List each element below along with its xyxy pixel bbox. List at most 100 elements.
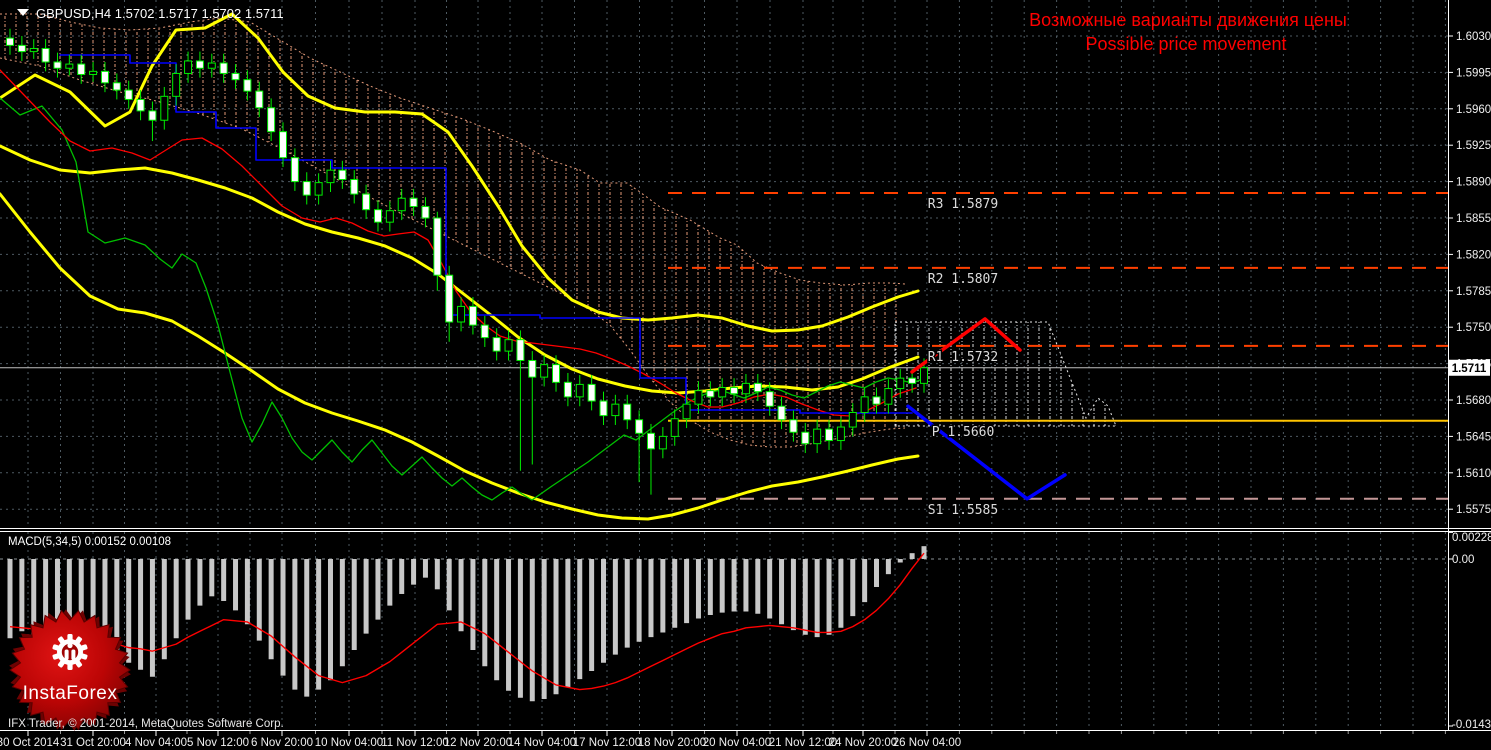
candle (326, 160, 335, 192)
time-tick-label: 14 Nov 04:00 (508, 737, 576, 749)
candle (160, 86, 169, 130)
candle (41, 39, 50, 72)
candle (658, 427, 667, 459)
candle (89, 62, 98, 82)
green-envelope (0, 97, 921, 501)
ichimoku-cloud (0, 13, 906, 448)
price-tick: 1.6030 (1456, 31, 1491, 43)
bullish-projection-line[interactable] (910, 317, 1022, 374)
price-tick: 1.5960 (1456, 104, 1491, 116)
price-tick: 1.5890 (1456, 177, 1491, 189)
copyright: IFX Trader, © 2001-2014, MetaQuotes Soft… (8, 718, 284, 730)
candle (813, 419, 822, 454)
candle (350, 170, 359, 204)
candle (848, 403, 857, 437)
time-tick-label: 26 Nov 04:00 (893, 737, 961, 749)
price-tick: 1.5575 (1456, 504, 1491, 516)
time-tick-label: 30 Oct 2014 (0, 737, 60, 749)
candle (243, 70, 252, 101)
candle (563, 372, 572, 407)
candle (314, 173, 323, 205)
candle (599, 391, 608, 425)
band-middle (0, 144, 920, 395)
candle (492, 328, 501, 361)
price-tick: 1.5855 (1456, 213, 1491, 225)
chart-title-bar: GBPUSD,H4 1.5702 1.5717 1.5702 1.5711 (17, 6, 284, 21)
candle (397, 188, 406, 221)
candle (789, 410, 798, 442)
bearish-projection-line[interactable] (906, 404, 1067, 501)
price-tick: 1.5610 (1456, 468, 1491, 480)
candle (124, 80, 133, 109)
brand-name: InstaForex (23, 683, 118, 704)
candle (516, 330, 525, 471)
candle (575, 375, 584, 407)
price-tick: 1.5750 (1456, 322, 1491, 334)
annotation-line1: Возможные варианты движения цены (1029, 10, 1347, 30)
candle (29, 39, 38, 59)
instaforex-badge: InstaForex (9, 609, 131, 731)
candle (184, 51, 193, 83)
candle (646, 423, 655, 495)
candle (53, 52, 62, 78)
time-tick-label: 17 Nov 12:00 (573, 737, 641, 749)
candle (17, 36, 26, 61)
candle (730, 378, 739, 404)
macd-tick: -0.01432 (1452, 719, 1491, 731)
candle (635, 410, 644, 483)
candle (100, 62, 109, 93)
candle (219, 53, 228, 83)
candle (860, 387, 869, 422)
candle (195, 51, 204, 78)
band-upper (0, 12, 920, 333)
candle (504, 330, 513, 361)
candle (872, 387, 881, 414)
pivot-label-R2: R2 1.5807 (928, 272, 998, 287)
time-tick-label: 18 Nov 20:00 (638, 737, 706, 749)
candle (540, 355, 549, 387)
candle (718, 378, 727, 407)
price-tick: 1.5785 (1456, 286, 1491, 298)
candle (765, 382, 774, 416)
time-tick-label: 24 Nov 20:00 (829, 737, 897, 749)
candle (694, 381, 703, 414)
candle (409, 188, 418, 216)
candlesticks (6, 28, 928, 495)
pivot-label-P: P 1.5660 (932, 425, 995, 440)
time-tick-label: 21 Nov 12:00 (769, 737, 837, 749)
price-tick: 1.5995 (1456, 67, 1491, 79)
candle (112, 73, 121, 100)
candle (136, 90, 145, 121)
pivot-label-S1: S1 1.5585 (928, 503, 998, 518)
price-tick: 1.5925 (1456, 140, 1491, 152)
price-tick: 1.5680 (1456, 395, 1491, 407)
price-tick: 1.5645 (1456, 431, 1491, 443)
macd-plot[interactable] (0, 546, 1448, 702)
symbol-dropdown-icon[interactable] (17, 9, 29, 16)
ichimoku-future-cloud (894, 321, 1117, 427)
candle (445, 265, 454, 342)
price-tick: 1.5820 (1456, 249, 1491, 261)
time-tick-label: 5 Nov 12:00 (187, 737, 249, 749)
candle (421, 197, 430, 228)
candle (172, 64, 181, 106)
candle (385, 201, 394, 232)
candle (528, 351, 537, 465)
candle (682, 394, 691, 429)
candle (836, 417, 845, 450)
pivot-label-R3: R3 1.5879 (928, 197, 998, 212)
instaforex-gear-icon (52, 634, 88, 670)
candle (148, 101, 157, 142)
macd-axis[interactable]: 0.00228 0.00 -0.01432 (1448, 531, 1491, 731)
current-price-value: 1.5711 (1452, 363, 1487, 375)
candle (623, 394, 632, 430)
pivot-lines (668, 192, 1448, 500)
candle (670, 409, 679, 446)
candle (587, 375, 596, 411)
time-tick-label: 11 Nov 12:00 (381, 737, 449, 749)
time-tick-label: 10 Nov 04:00 (315, 737, 383, 749)
time-axis[interactable]: 30 Oct 2014 31 Oct 20:00 4 Nov 04:00 5 Nov … (0, 731, 1446, 749)
macd-tick: 0.00228 (1452, 532, 1491, 544)
time-tick-label: 4 Nov 04:00 (125, 737, 187, 749)
